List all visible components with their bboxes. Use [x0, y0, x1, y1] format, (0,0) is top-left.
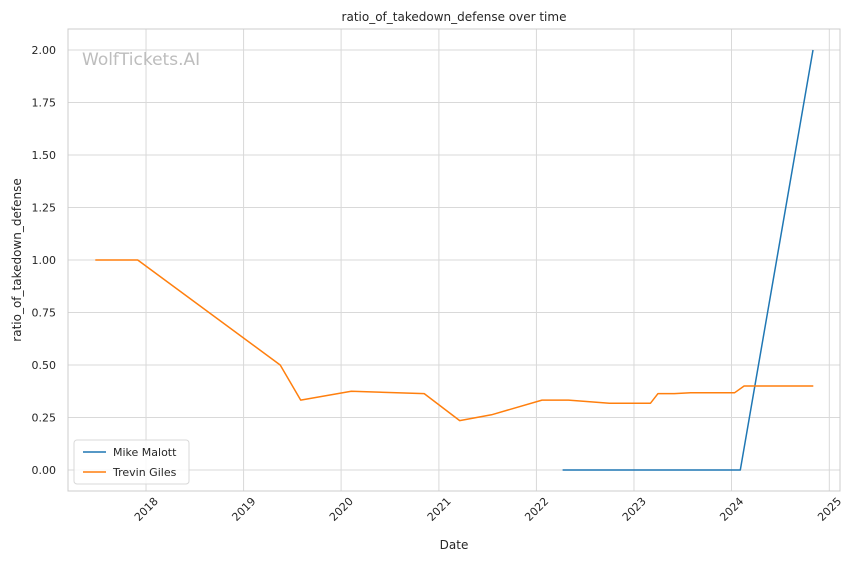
x-tick-label: 2021	[425, 495, 454, 524]
x-tick-label: 2024	[717, 495, 746, 524]
legend-label-mike-malott: Mike Malott	[113, 446, 177, 459]
series-line-trevin-giles	[95, 259, 814, 422]
x-tick-label: 2025	[815, 495, 844, 524]
x-tick-label: 2023	[620, 495, 649, 524]
series-line-mike-malott	[562, 49, 814, 471]
legend: Mike Malott Trevin Giles	[73, 439, 190, 485]
x-tick-label: 2018	[132, 495, 161, 524]
x-tick-label: 2022	[522, 495, 551, 524]
y-axis-label: ratio_of_takedown_defense	[10, 178, 24, 341]
y-tick-label: 1.50	[32, 149, 57, 162]
series-layer	[95, 49, 814, 471]
y-tick-label: 1.00	[32, 254, 57, 267]
grid	[68, 29, 840, 491]
y-tick-label: 1.25	[32, 202, 57, 215]
chart-title: ratio_of_takedown_defense over time	[342, 10, 567, 24]
y-tick-label: 2.00	[32, 44, 57, 57]
x-tick-label: 2019	[229, 495, 258, 524]
y-tick-label: 1.75	[32, 97, 57, 110]
plot-border	[67, 28, 841, 492]
x-axis-label: Date	[440, 538, 469, 552]
y-tick-label: 0.25	[32, 412, 57, 425]
x-tick-label: 2020	[327, 495, 356, 524]
y-tick-label: 0.75	[32, 307, 57, 320]
y-tick-label: 0.00	[32, 464, 57, 477]
x-axis-ticks: 2018 2019 2020 2021 2022 2023 2024 2025	[132, 495, 844, 524]
y-tick-label: 0.50	[32, 359, 57, 372]
legend-box	[73, 439, 190, 485]
watermark: WolfTickets.AI	[82, 50, 200, 70]
y-axis-ticks: 0.00 0.25 0.50 0.75 1.00 1.25 1.50 1.75 2.00	[32, 44, 57, 477]
legend-label-trevin-giles: Trevin Giles	[112, 466, 177, 479]
